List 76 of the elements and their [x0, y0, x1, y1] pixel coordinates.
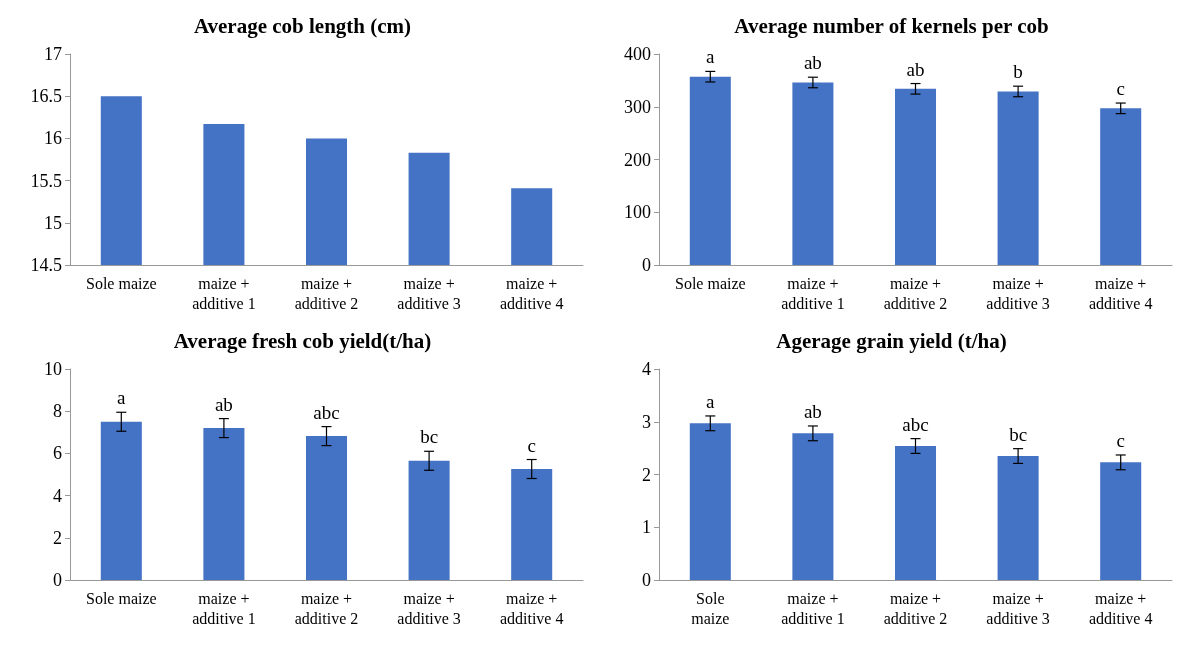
bar: [689, 423, 731, 580]
y-tick-label: 14.5: [30, 255, 62, 275]
y-tick-label: 4: [53, 485, 62, 506]
y-tick-label: 6: [53, 443, 62, 464]
y-tick-label: 3: [642, 411, 651, 432]
x-tick-label: maize + additive 4: [1088, 589, 1153, 627]
chart-title: Average number of kernels per cob: [734, 13, 1049, 38]
x-tick-label: maize + additive 1: [781, 589, 845, 627]
annotation: abc: [902, 413, 929, 435]
annotation: b: [1013, 61, 1023, 83]
y-tick-label: 2: [642, 464, 651, 485]
annotation: ab: [803, 400, 822, 422]
x-tick-label: maize + additive 3: [986, 274, 1050, 312]
bar: [894, 88, 937, 265]
x-tick-label: maize + additive 3: [397, 589, 461, 627]
bar: [511, 469, 553, 580]
annotation: abc: [313, 401, 340, 423]
y-tick-label: 16: [44, 128, 62, 149]
x-tick-label: maize + additive 2: [294, 274, 359, 312]
bar: [894, 446, 937, 580]
x-tick-label: maize + additive 4: [499, 589, 564, 627]
y-tick-label: 0: [53, 570, 62, 590]
bar: [792, 82, 834, 265]
y-tick-label: 17: [44, 44, 62, 64]
y-tick-label: 1: [642, 517, 651, 538]
y-tick-label: 400: [624, 44, 651, 64]
annotation: bc: [1009, 423, 1028, 445]
x-tick-label: maize + additive 3: [986, 589, 1050, 627]
annotation: c: [1116, 78, 1125, 100]
bar: [1100, 462, 1142, 580]
y-tick-label: 15: [44, 212, 62, 233]
bar: [1100, 108, 1142, 265]
y-tick-label: 200: [624, 149, 651, 170]
x-tick-label: maize + additive 2: [883, 589, 948, 627]
x-tick-label: maize + additive 1: [781, 274, 845, 312]
bar: [689, 76, 731, 265]
annotation: a: [706, 46, 716, 68]
annotation: c: [1116, 429, 1125, 451]
bar: [792, 433, 834, 580]
chart-title: Average cob length (cm): [193, 13, 412, 38]
x-tick-label: maize + additive 2: [294, 589, 359, 627]
y-tick-label: 100: [624, 202, 651, 223]
y-tick-label: 300: [624, 96, 651, 117]
bar: [408, 460, 450, 580]
bar: [305, 436, 348, 580]
x-tick-label: maize + additive 4: [499, 274, 564, 312]
annotation: ab: [803, 52, 822, 74]
annotation: bc: [420, 426, 439, 448]
annotation: ab: [214, 393, 233, 415]
y-tick-label: 0: [642, 570, 651, 590]
bar: [100, 421, 142, 580]
bar: [997, 456, 1039, 580]
x-tick-label: Sole maize: [85, 274, 157, 292]
bar: [997, 91, 1039, 265]
y-tick-label: 2: [53, 527, 62, 548]
annotation: a: [117, 387, 127, 409]
chart-title: Average fresh cob yield(t/ha): [173, 328, 432, 353]
chart-title: Agerage grain yield (t/ha): [776, 328, 1007, 353]
y-tick-label: 15.5: [30, 170, 62, 191]
y-tick-label: 10: [44, 359, 62, 379]
y-tick-label: 8: [53, 401, 62, 422]
x-tick-label: maize + additive 1: [192, 589, 256, 627]
x-tick-label: maize + additive 3: [397, 274, 461, 312]
y-tick-label: 0: [642, 255, 651, 275]
x-tick-label: maize + additive 2: [883, 274, 948, 312]
x-tick-label: Sole maize: [85, 589, 157, 607]
x-tick-label: Sole maize: [691, 589, 730, 627]
annotation: a: [706, 390, 716, 412]
x-tick-label: Sole maize: [674, 274, 746, 292]
x-tick-label: maize + additive 4: [1088, 274, 1153, 312]
y-tick-label: 16.5: [30, 86, 62, 107]
annotation: c: [527, 434, 536, 456]
x-tick-label: maize + additive 1: [192, 274, 256, 312]
annotation: ab: [906, 58, 925, 80]
y-tick-label: 4: [642, 359, 651, 379]
bar: [203, 428, 245, 580]
